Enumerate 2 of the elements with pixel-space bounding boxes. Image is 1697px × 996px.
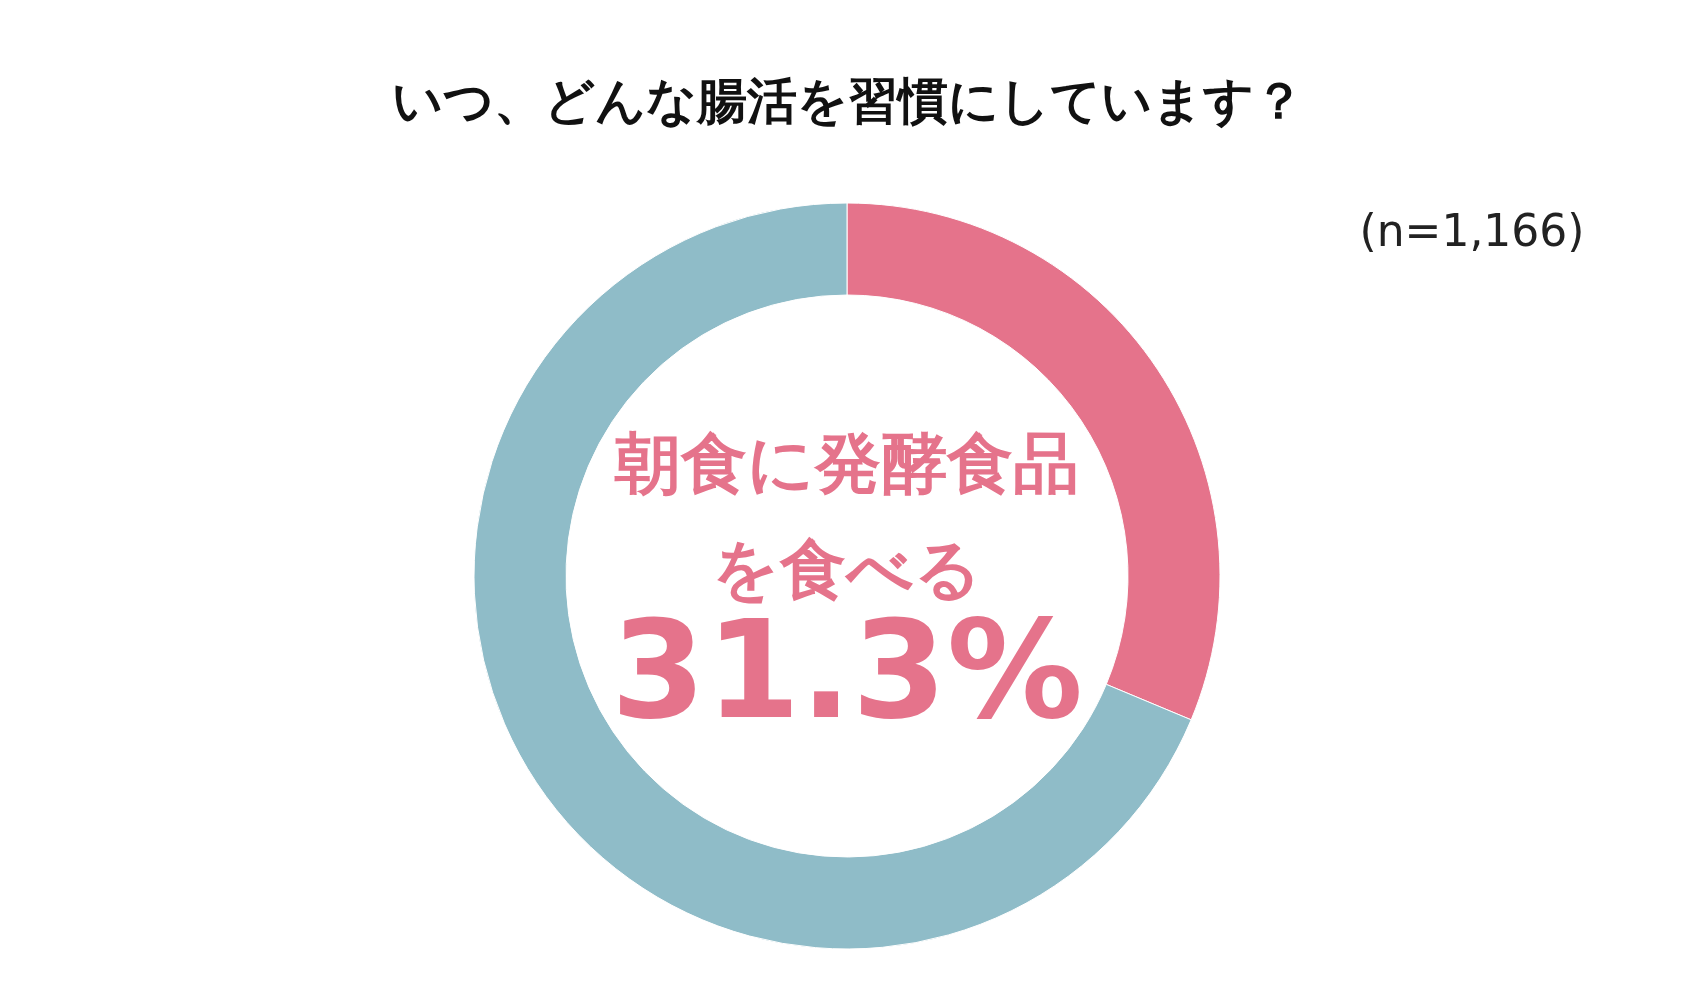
chart-title: いつ、どんな腸活を習慣にしています？	[392, 72, 1304, 130]
text: (n=1,166)	[1359, 205, 1585, 256]
